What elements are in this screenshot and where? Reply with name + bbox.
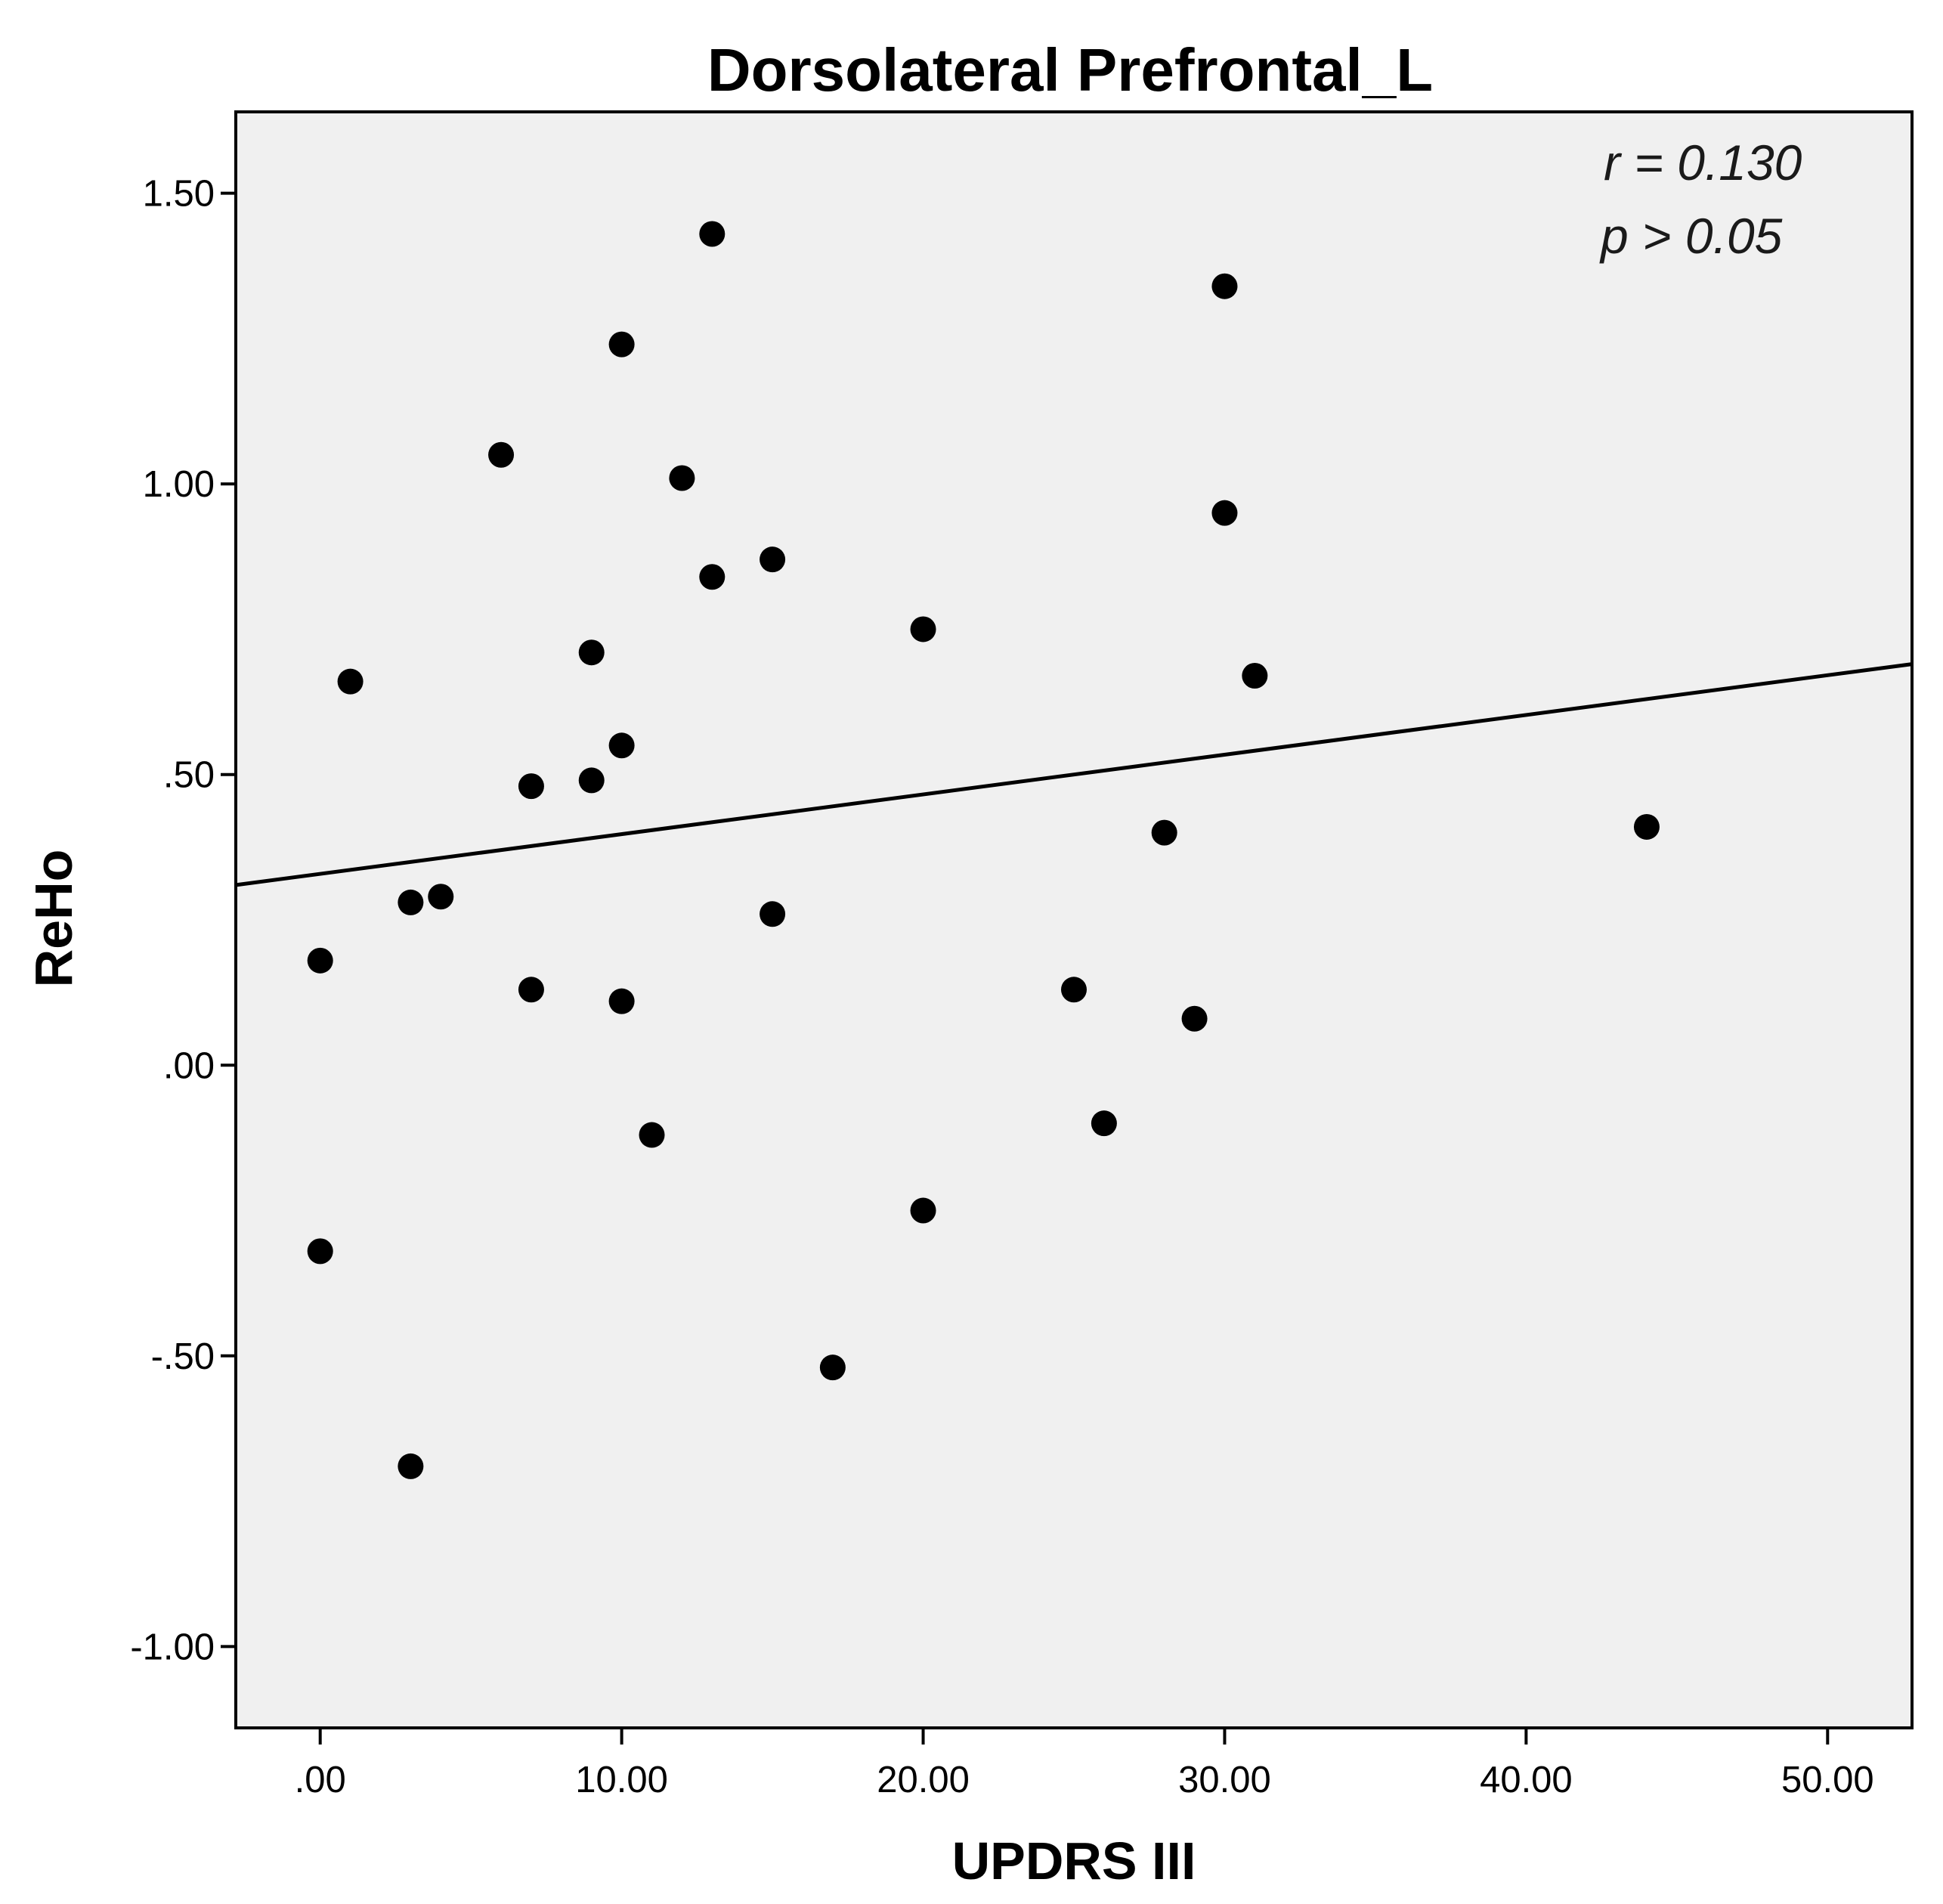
data-point: [578, 767, 605, 794]
data-point: [518, 773, 544, 800]
annotation-r: r = 0.130: [1604, 135, 1802, 190]
y-axis: 1.50 1.00 .50 .00 -.50 -1.00: [130, 174, 236, 1667]
data-point: [910, 1197, 936, 1224]
data-point: [307, 1238, 333, 1265]
plot-area: [234, 110, 1914, 1729]
data-point: [488, 441, 515, 468]
data-point: [1211, 273, 1238, 299]
x-axis: .00 10.00 20.00 30.00 40.00 50.00: [295, 1728, 1874, 1800]
data-point: [608, 732, 635, 759]
x-axis-label: UPDRS III: [952, 1831, 1196, 1890]
x-tick-label: 10.00: [575, 1760, 668, 1800]
x-tick-label: 20.00: [877, 1760, 970, 1800]
y-tick-label: 1.00: [143, 464, 215, 505]
data-point: [760, 546, 786, 573]
data-point: [518, 977, 544, 1003]
data-point: [1091, 1110, 1117, 1137]
data-point: [1633, 813, 1660, 840]
data-point: [1211, 500, 1238, 526]
x-tick-label: 40.00: [1480, 1760, 1573, 1800]
data-points: [307, 221, 1660, 1479]
data-point: [1181, 1005, 1208, 1032]
x-tick-label: 50.00: [1781, 1760, 1874, 1800]
data-point: [669, 465, 695, 491]
data-point: [1242, 662, 1268, 689]
annotation-p: p > 0.05: [1599, 208, 1783, 264]
data-point: [1151, 819, 1177, 846]
x-tick-label: 30.00: [1178, 1760, 1271, 1800]
data-point: [578, 639, 605, 666]
data-point: [398, 889, 424, 915]
x-tick-label: .00: [295, 1760, 346, 1800]
data-point: [819, 1354, 846, 1381]
data-point: [910, 616, 936, 642]
data-point: [428, 884, 454, 910]
data-point: [608, 331, 635, 358]
y-tick-label: .50: [163, 755, 215, 796]
data-point: [639, 1122, 665, 1148]
fit-line: [235, 662, 1913, 887]
y-tick-label: -.50: [151, 1336, 215, 1377]
data-point: [307, 947, 333, 974]
data-point: [760, 901, 786, 927]
y-axis-label: ReHo: [24, 850, 83, 988]
y-tick-label: -1.00: [130, 1627, 215, 1667]
data-point: [398, 1453, 424, 1479]
data-point: [337, 668, 364, 695]
data-point: [699, 564, 726, 590]
data-point: [699, 221, 726, 247]
data-point: [608, 988, 635, 1014]
chart-title: Dorsolateral Prefrontal_L: [707, 36, 1433, 104]
y-tick-label: .00: [163, 1045, 215, 1086]
y-tick-label: 1.50: [143, 174, 215, 215]
data-point: [1061, 977, 1087, 1003]
